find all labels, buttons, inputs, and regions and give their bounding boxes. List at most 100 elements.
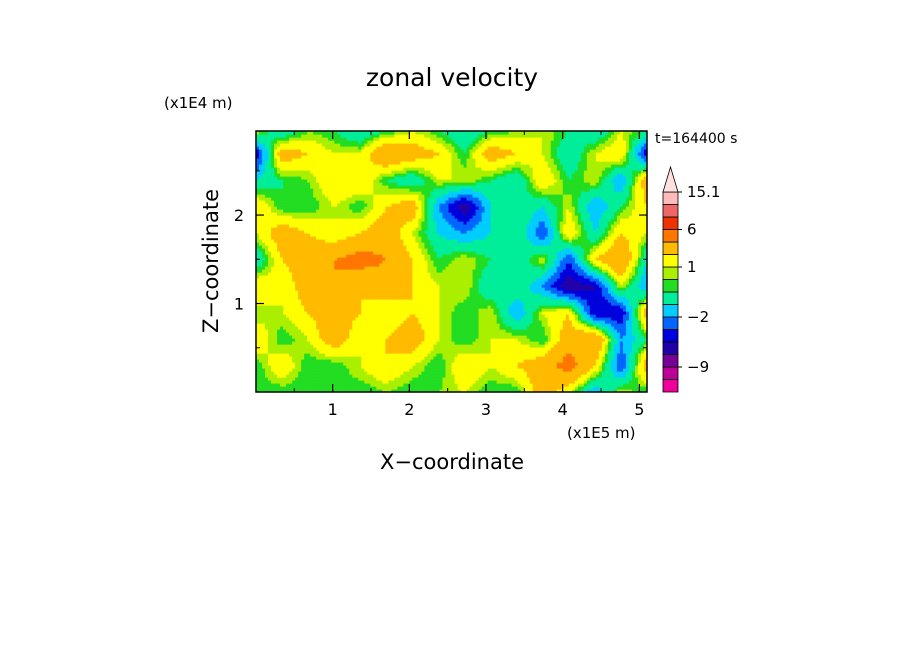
field-cell bbox=[274, 299, 278, 303]
field-cell bbox=[499, 341, 504, 345]
field-cell bbox=[307, 335, 311, 339]
field-cell bbox=[496, 353, 501, 357]
field-cell bbox=[505, 296, 510, 300]
field-cell bbox=[586, 317, 591, 321]
field-cell bbox=[364, 308, 368, 312]
field-cell bbox=[337, 275, 341, 279]
field-cell bbox=[385, 329, 389, 333]
field-cell bbox=[346, 353, 350, 357]
field-cell bbox=[637, 359, 642, 363]
field-cell bbox=[457, 299, 462, 303]
field-cell bbox=[469, 368, 474, 372]
field-cell bbox=[319, 368, 323, 372]
field-cell bbox=[586, 323, 591, 327]
field-cell bbox=[298, 383, 302, 387]
field-cell bbox=[385, 389, 389, 392]
field-cell bbox=[451, 386, 456, 390]
field-cell bbox=[571, 293, 576, 297]
field-cell bbox=[304, 341, 308, 345]
field-cell bbox=[304, 317, 308, 321]
field-cell bbox=[346, 293, 350, 297]
field-cell bbox=[640, 368, 645, 372]
field-cell bbox=[442, 302, 447, 306]
field-cell bbox=[469, 362, 474, 366]
field-cell bbox=[451, 311, 456, 315]
field-cell bbox=[457, 290, 462, 294]
field-cell bbox=[523, 323, 528, 327]
field-cell bbox=[451, 356, 456, 360]
field-cell bbox=[298, 293, 302, 297]
field-cell bbox=[514, 353, 519, 357]
field-cell bbox=[454, 386, 459, 390]
field-cell bbox=[340, 377, 344, 381]
field-cell bbox=[577, 350, 582, 354]
field-cell bbox=[520, 347, 525, 351]
field-cell bbox=[604, 341, 609, 345]
field-cell bbox=[631, 281, 636, 285]
field-cell bbox=[577, 383, 582, 387]
field-cell bbox=[598, 293, 603, 297]
field-cell bbox=[265, 320, 269, 324]
field-cell bbox=[316, 299, 320, 303]
field-cell bbox=[613, 359, 618, 363]
field-cell bbox=[469, 338, 474, 342]
field-cell bbox=[640, 332, 645, 336]
field-cell bbox=[406, 344, 410, 348]
field-cell bbox=[490, 287, 495, 291]
field-cell bbox=[442, 290, 447, 294]
field-cell bbox=[286, 383, 290, 387]
field-cell bbox=[286, 356, 290, 360]
field-cell bbox=[283, 365, 287, 369]
field-cell bbox=[277, 389, 281, 392]
field-cell bbox=[397, 326, 401, 330]
field-cell bbox=[634, 374, 639, 378]
field-cell bbox=[574, 371, 579, 375]
field-cell bbox=[508, 389, 513, 392]
field-cell bbox=[406, 338, 410, 342]
field-cell bbox=[583, 386, 588, 390]
field-cell bbox=[313, 320, 317, 324]
field-cell bbox=[529, 341, 534, 345]
field-cell bbox=[583, 341, 588, 345]
field-cell bbox=[439, 344, 444, 348]
field-cell bbox=[397, 371, 401, 375]
field-cell bbox=[352, 314, 356, 318]
field-cell bbox=[448, 287, 453, 291]
field-cell bbox=[340, 386, 344, 390]
field-cell bbox=[256, 299, 260, 303]
field-cell bbox=[361, 347, 365, 351]
field-cell bbox=[442, 374, 447, 378]
field-cell bbox=[391, 317, 395, 321]
field-cell bbox=[616, 326, 621, 330]
field-cell bbox=[505, 299, 510, 303]
field-cell bbox=[412, 341, 417, 345]
field-cell bbox=[277, 317, 281, 321]
field-cell bbox=[562, 344, 567, 348]
field-cell bbox=[283, 293, 287, 297]
field-cell bbox=[643, 326, 647, 330]
field-cell bbox=[619, 293, 624, 297]
field-cell bbox=[601, 326, 606, 330]
field-cell bbox=[397, 290, 401, 294]
field-cell bbox=[352, 380, 356, 384]
field-cell bbox=[301, 368, 305, 372]
field-cell bbox=[610, 308, 615, 312]
field-cell bbox=[292, 368, 296, 372]
field-cell bbox=[361, 377, 365, 381]
field-cell bbox=[295, 305, 299, 309]
field-cell bbox=[256, 341, 260, 345]
field-cell bbox=[298, 299, 302, 303]
field-cell bbox=[280, 314, 284, 318]
field-cell bbox=[373, 308, 377, 312]
field-cell bbox=[415, 284, 420, 288]
field-cell bbox=[583, 314, 588, 318]
field-cell bbox=[523, 374, 528, 378]
field-cell bbox=[364, 320, 368, 324]
field-cell bbox=[361, 371, 365, 375]
field-cell bbox=[526, 296, 531, 300]
field-cell bbox=[262, 296, 266, 300]
field-cell bbox=[418, 320, 423, 324]
field-cell bbox=[562, 326, 567, 330]
field-cell bbox=[427, 341, 432, 345]
field-cell bbox=[412, 281, 417, 285]
